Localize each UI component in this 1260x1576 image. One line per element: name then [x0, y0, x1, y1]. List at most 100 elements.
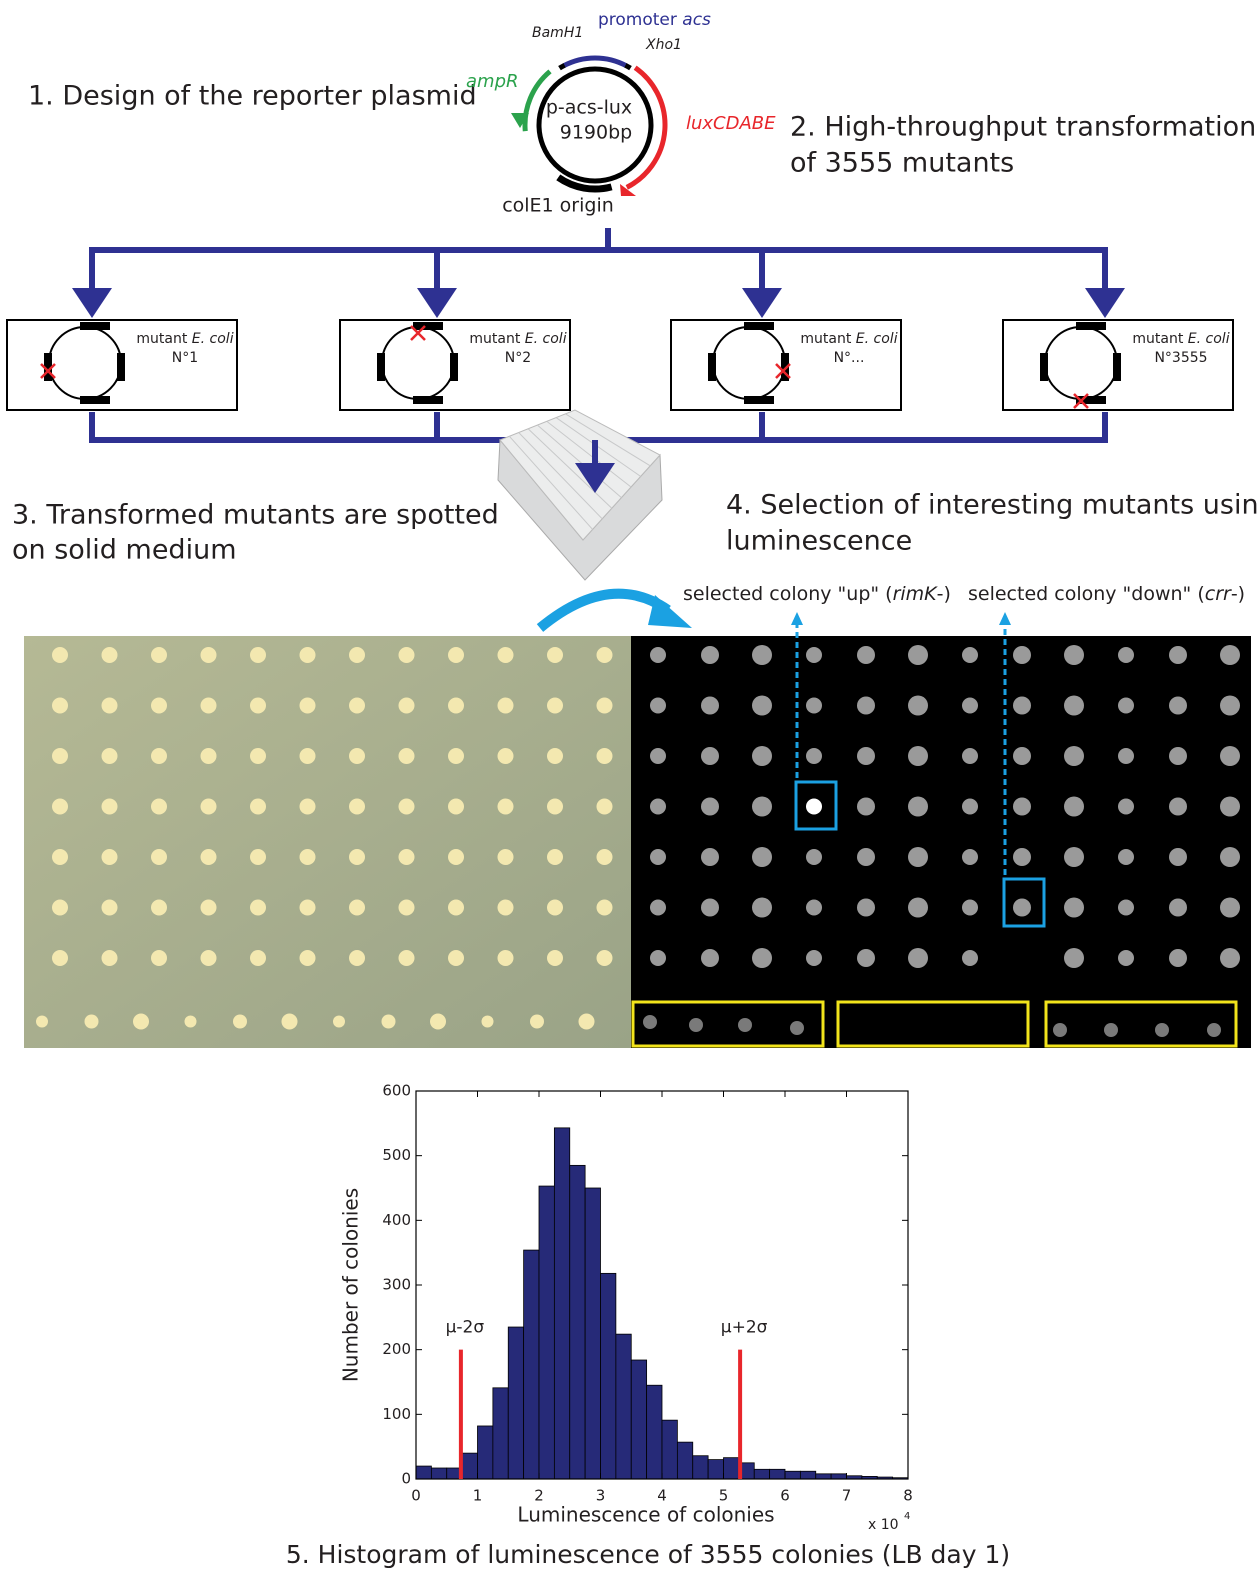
arrowhead	[1085, 288, 1125, 318]
glow	[1118, 698, 1134, 714]
glow	[857, 747, 875, 765]
colony	[448, 647, 464, 663]
glow	[701, 798, 719, 816]
label: -)	[1231, 583, 1245, 605]
site-left: BamH1	[532, 25, 583, 41]
glow	[1169, 798, 1187, 816]
bar	[431, 1468, 446, 1479]
colony	[597, 799, 613, 815]
colony	[430, 1014, 446, 1030]
glow	[701, 747, 719, 765]
glow	[752, 898, 772, 918]
colony	[349, 950, 365, 966]
gene-block	[708, 353, 716, 381]
step-2-line-2: of 3555 mutants	[790, 148, 1014, 179]
bar	[616, 1334, 631, 1479]
colony	[300, 849, 316, 865]
glow	[857, 798, 875, 816]
glow	[1064, 898, 1084, 918]
colony	[547, 698, 563, 714]
colony	[36, 1016, 48, 1028]
glow	[701, 848, 719, 866]
y-tick-label: 0	[401, 1470, 411, 1488]
glow	[806, 900, 822, 916]
colony	[102, 799, 118, 815]
glow	[962, 698, 978, 714]
bar	[539, 1186, 554, 1479]
colony	[547, 900, 563, 916]
colony	[52, 647, 68, 663]
figure: 1. Design of the reporter plasmid promot…	[0, 0, 1260, 1576]
glow	[857, 949, 875, 967]
gene: rimK	[893, 583, 939, 605]
gene-block	[1076, 322, 1106, 330]
glow	[1053, 1023, 1067, 1037]
colony	[498, 799, 514, 815]
promoter-label: promoter acs	[598, 10, 711, 30]
gene-block	[744, 322, 774, 330]
x-tick-label: 6	[780, 1487, 790, 1505]
colony	[597, 849, 613, 865]
colony	[102, 900, 118, 916]
glow	[857, 646, 875, 664]
mutant-label: mutant E. coli	[1132, 331, 1229, 347]
glow	[962, 748, 978, 764]
reference-label: μ+2σ	[721, 1318, 768, 1338]
bar	[647, 1385, 662, 1479]
colony	[448, 950, 464, 966]
glow	[908, 847, 928, 867]
glow	[806, 849, 822, 865]
colony	[151, 900, 167, 916]
colony	[399, 799, 415, 815]
colony	[498, 900, 514, 916]
colony	[151, 849, 167, 865]
x-tick-label: 0	[411, 1487, 421, 1505]
colony	[201, 748, 217, 764]
step-4-line-1: 4. Selection of interesting mutants usin…	[726, 490, 1260, 521]
glow	[1064, 746, 1084, 766]
colony	[201, 799, 217, 815]
glow	[1013, 848, 1031, 866]
label: selected colony "up" (	[683, 583, 893, 605]
glow	[701, 899, 719, 917]
mutant-id: N°1	[172, 350, 198, 366]
glow	[1118, 900, 1134, 916]
bar	[570, 1165, 585, 1479]
glow	[806, 748, 822, 764]
glow	[650, 698, 666, 714]
gene-block	[744, 396, 774, 404]
colony	[530, 1015, 544, 1029]
bar	[785, 1471, 800, 1479]
glow	[1064, 847, 1084, 867]
colony	[300, 950, 316, 966]
colony	[448, 748, 464, 764]
species: E. coli	[856, 331, 898, 347]
glow	[962, 799, 978, 815]
mutant-label: mutant E. coli	[136, 331, 233, 347]
colony	[349, 698, 365, 714]
colony	[201, 900, 217, 916]
colony	[52, 799, 68, 815]
glow	[689, 1018, 703, 1032]
glow	[1118, 647, 1134, 663]
colony	[52, 698, 68, 714]
bar	[493, 1388, 508, 1479]
colony	[300, 799, 316, 815]
glow	[1220, 847, 1240, 867]
colony	[399, 748, 415, 764]
colony	[547, 849, 563, 865]
page: {"step1": "1. Design of the reporter pla…	[0, 0, 1260, 1576]
site-mark	[625, 65, 630, 68]
site-right: Xho1	[645, 37, 682, 53]
colony	[151, 950, 167, 966]
glow	[1169, 747, 1187, 765]
colony	[597, 748, 613, 764]
glow	[752, 696, 772, 716]
glow	[1118, 849, 1134, 865]
colony	[250, 900, 266, 916]
colony	[399, 950, 415, 966]
colony	[52, 950, 68, 966]
species: E. coli	[525, 331, 567, 347]
glow	[752, 847, 772, 867]
arrowhead	[72, 288, 112, 318]
